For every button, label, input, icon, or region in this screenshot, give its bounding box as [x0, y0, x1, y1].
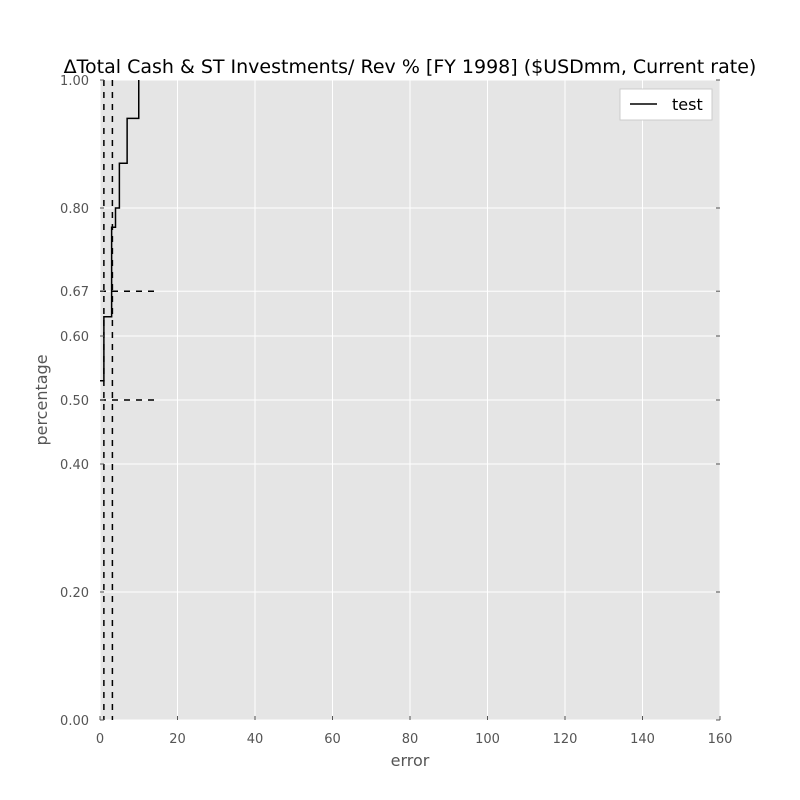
y-tick-label: 1.00 — [60, 74, 89, 89]
series-line-test — [100, 80, 140, 382]
chart-title: ΔTotal Cash & ST Investments/ Rev % [FY … — [64, 56, 757, 78]
y-tick-label: 0.80 — [60, 202, 89, 217]
x-tick-label: 60 — [324, 732, 341, 747]
y-tick-label: 0.00 — [60, 714, 89, 729]
y-tick-label: 0.60 — [60, 330, 89, 345]
reference-lines — [100, 80, 159, 720]
x-tick-label: 160 — [708, 732, 733, 747]
x-tick-label: 80 — [402, 732, 419, 747]
x-tick-label: 140 — [630, 732, 655, 747]
x-tick-label: 0 — [96, 732, 104, 747]
x-tick-label: 100 — [475, 732, 500, 747]
x-axis-label: error — [391, 751, 430, 770]
series-layer — [100, 80, 140, 382]
axis-ticks: 0 20 40 60 80 100 120 140 160 0.00 0.20 0.40 0.50 0.6… — [60, 74, 732, 747]
y-tick-label: 0.50 — [60, 394, 89, 409]
y-tick-label: 0.67 — [60, 285, 89, 300]
x-tick-label: 120 — [553, 732, 578, 747]
y-tick-label: 0.20 — [60, 586, 89, 601]
legend-label: test — [672, 95, 703, 114]
x-tick-label: 40 — [247, 732, 264, 747]
y-axis-label: percentage — [32, 354, 51, 445]
legend: test — [619, 88, 713, 121]
y-tick-label: 0.40 — [60, 458, 89, 473]
x-tick-label: 20 — [169, 732, 186, 747]
